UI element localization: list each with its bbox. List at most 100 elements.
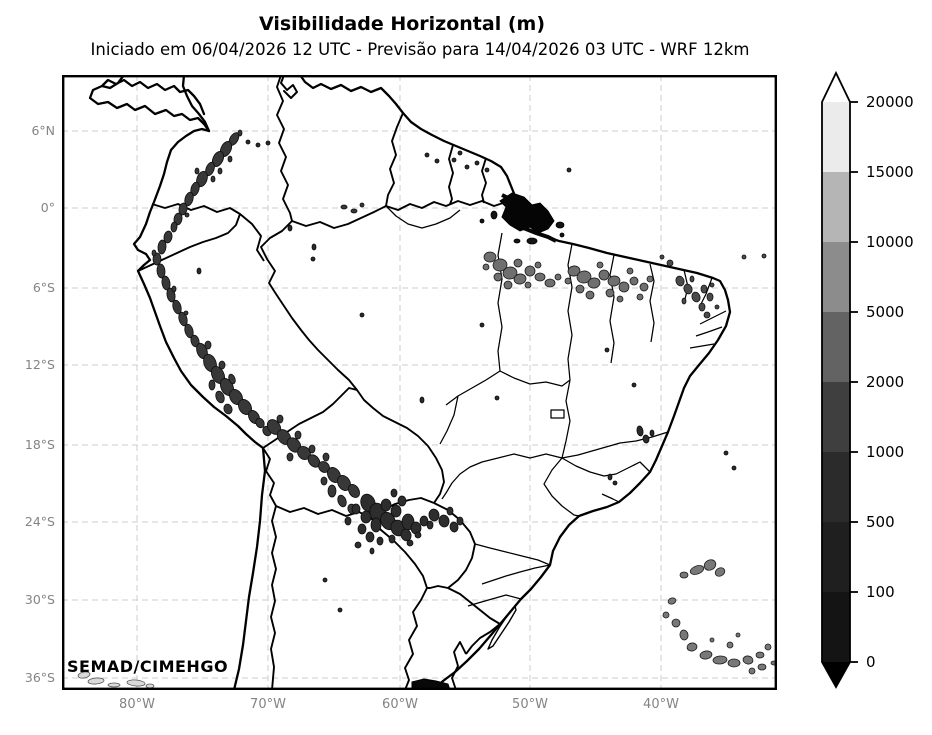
visibility-blob	[748, 667, 756, 675]
visibility-blob	[163, 230, 173, 244]
page-title: Visibilidade Horizontal (m)	[258, 13, 546, 35]
visibility-blob	[699, 650, 713, 660]
visibility-blob	[544, 278, 556, 288]
visibility-blob	[698, 302, 706, 312]
colorbar-segment	[822, 522, 850, 592]
visibility-blob	[388, 534, 396, 544]
visibility-blob	[208, 379, 216, 391]
visibility-blob	[629, 276, 639, 286]
visibility-blob	[308, 444, 316, 454]
visibility-blob	[576, 270, 592, 284]
colorbar-segment	[822, 382, 850, 452]
colorbar-tick-label: 2000	[866, 373, 904, 391]
lon-tick-label: 80°W	[119, 697, 155, 712]
visibility-blob	[585, 290, 595, 300]
visibility-blob	[376, 536, 384, 546]
visibility-blob	[456, 516, 464, 526]
atlantic-coastline	[298, 75, 732, 690]
visibility-blob	[457, 150, 463, 156]
visibility-blob	[723, 450, 729, 456]
visibility-blob	[689, 565, 705, 575]
visibility-blob	[227, 155, 233, 163]
visibility-blob	[369, 547, 375, 555]
visibility-blob	[380, 498, 392, 512]
visibility-blob	[493, 272, 503, 282]
panama-isthmus	[88, 75, 211, 133]
visibility-blob	[370, 517, 382, 533]
visibility-blob	[479, 322, 485, 328]
visibility-blob	[607, 473, 613, 481]
colorbar-tick-label: 100	[866, 583, 895, 601]
visibility-blob	[322, 452, 330, 462]
visibility-blob	[156, 263, 166, 279]
colorbar-tick-label: 5000	[866, 303, 904, 321]
visibility-blob	[636, 293, 644, 301]
visibility-blob	[513, 258, 523, 268]
visibility-blob	[286, 452, 294, 462]
visibility-blob	[598, 269, 610, 281]
amapa-coast-thick	[501, 193, 557, 243]
colorbar-tick-label: 15000	[866, 163, 914, 181]
lon-tick-label: 70°W	[250, 697, 286, 712]
visibility-blob	[414, 531, 422, 539]
visibility-blob	[223, 403, 233, 415]
visibility-blob	[351, 503, 361, 515]
visibility-blob	[337, 607, 343, 613]
lat-tick-label: 6°N	[31, 123, 55, 138]
visibility-blob	[612, 480, 618, 486]
visibility-blob	[681, 297, 687, 305]
visibility-blob	[446, 506, 454, 516]
visibility-blob	[642, 434, 650, 444]
visibility-blob	[631, 382, 637, 388]
patch-cluster-paraguay-cluster	[344, 488, 464, 555]
visibility-blob	[686, 642, 698, 652]
maracaibo-inlet	[280, 75, 298, 99]
visibility-blob	[742, 655, 754, 665]
visibility-blob	[607, 275, 621, 287]
lat-tick-label: 0°	[40, 200, 55, 215]
visibility-blob	[483, 251, 497, 263]
visibility-blob	[327, 484, 337, 498]
visibility-blob	[757, 663, 767, 671]
visibility-blob	[735, 632, 741, 638]
visibility-blob	[587, 277, 601, 289]
visibility-blob	[145, 683, 155, 689]
lat-tick-label: 30°S	[24, 592, 55, 607]
visibility-blob	[419, 396, 425, 404]
patch-cluster-coastal-islands	[77, 671, 155, 689]
visibility-blob	[555, 221, 565, 229]
map-area: SEMAD/CIMEHGO	[62, 75, 777, 690]
patos-lagoon	[487, 605, 517, 650]
visibility-blob	[183, 310, 189, 316]
visibility-blob	[210, 175, 216, 183]
visibility-blob	[494, 395, 500, 401]
visibility-blob	[311, 243, 317, 251]
visibility-blob	[126, 679, 146, 687]
visibility-blob	[554, 273, 562, 281]
colorbar-tick-label: 0	[866, 653, 876, 671]
visibility-blob	[731, 465, 737, 471]
patch-cluster-amapa-satellites	[479, 210, 565, 245]
visibility-blob	[479, 218, 485, 224]
colorbar-segment	[822, 172, 850, 242]
visibility-blob	[359, 202, 365, 208]
visibility-blob	[703, 311, 711, 319]
lon-tick-label: 40°W	[643, 697, 679, 712]
visibility-blob	[709, 637, 715, 643]
visibility-blob	[691, 291, 701, 303]
visibility-blob	[559, 232, 565, 238]
visibility-blob	[662, 611, 670, 619]
visibility-blob	[605, 288, 615, 298]
colorbar: 0 100 500 1000 2000 5000 10000 15000 20000	[821, 70, 914, 689]
forecast-subtitle: Iniciado em 06/04/2026 12 UTC - Previsão…	[90, 40, 750, 59]
visibility-blob	[287, 224, 293, 232]
visibility-blob	[490, 210, 498, 220]
visibility-blob	[482, 263, 490, 271]
lat-tick-label: 6°S	[32, 280, 55, 295]
visibility-blob	[265, 140, 271, 146]
visibility-blob	[761, 253, 767, 259]
colorbar-tick-label: 1000	[866, 443, 904, 461]
visibility-blob	[683, 283, 693, 295]
visibility-blob	[178, 202, 188, 216]
